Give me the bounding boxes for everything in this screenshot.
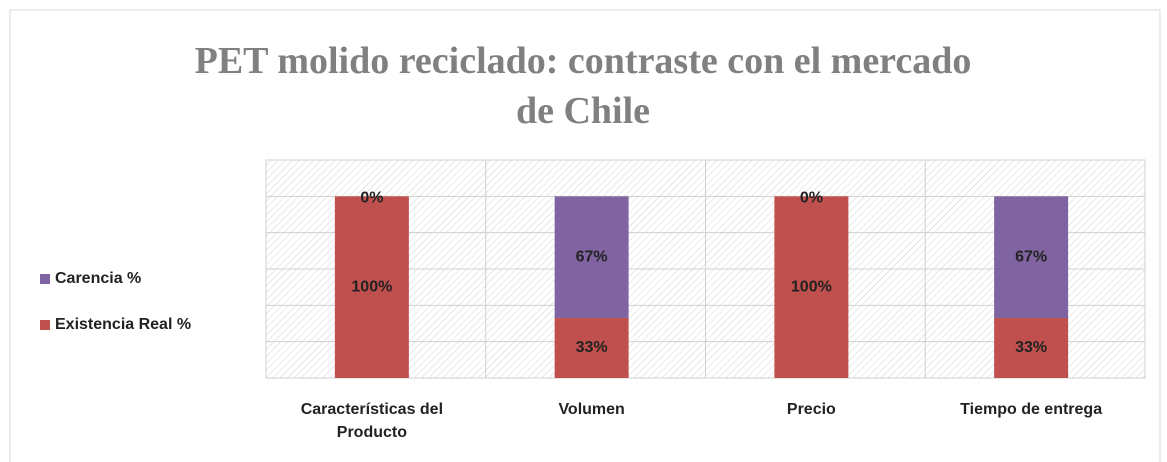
data-label: 0% [800,190,823,207]
x-tick-label: Precio [786,401,836,418]
bar-segment [334,196,409,378]
data-label: 67% [1015,248,1047,265]
bar-segment [994,318,1069,378]
legend-label: Carencia % [55,270,141,287]
x-tick-label: Características del Producto [300,401,444,441]
bar-segment [994,196,1069,319]
chart-border [9,9,1161,462]
legend-swatch [40,320,50,330]
data-label: 67% [576,248,608,265]
x-tick-label: Tiempo de entrega [960,401,1103,418]
x-tick-label: Volumen [558,401,625,418]
bar-segment [774,196,849,378]
legend-swatch [40,274,50,284]
data-label: 33% [576,339,608,356]
bar-segment [554,196,629,319]
data-label: 0% [360,190,383,207]
data-label: 100% [351,278,392,295]
bar-segment [554,318,629,378]
data-label: 100% [791,278,832,295]
legend-label: Existencia Real % [55,316,191,333]
data-label: 33% [1015,339,1047,356]
chart-title: PET molido reciclado: contraste con el m… [194,40,972,132]
